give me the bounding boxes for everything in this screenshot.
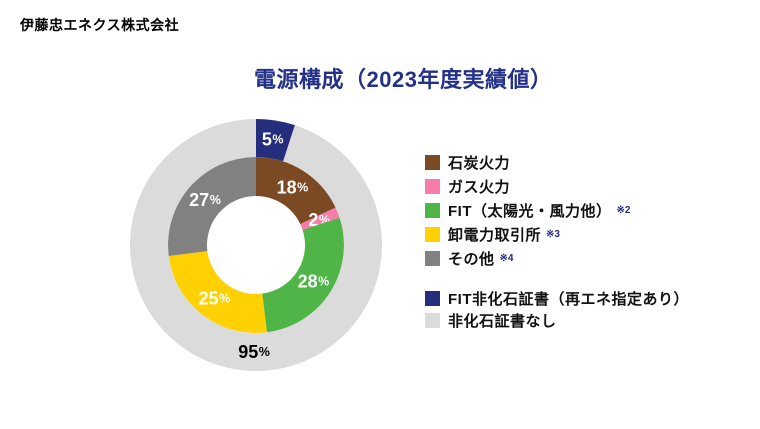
- legend-swatch-fit: [425, 202, 440, 218]
- legend-label-wholesale: 卸電力取引所: [448, 226, 542, 244]
- donut-slice-inner-4: [167, 157, 256, 257]
- legend-swatch-wholesale: [425, 226, 440, 242]
- donut-slice-inner-1: [300, 207, 340, 230]
- donut-slice-outer-0: [256, 119, 295, 162]
- company-name: 伊藤忠エネクス株式会社: [20, 17, 180, 33]
- donut-slice-outer-1: [129, 119, 382, 371]
- legend-label-coal: 石炭火力: [448, 154, 511, 172]
- donut-slice-percent-label: 28%: [298, 271, 330, 291]
- donut-slice-inner-3: [168, 251, 268, 334]
- legend-group-sources: 石炭火力 ガス火力 FIT（太陽光・風力他） ※2 卸電力取引所 ※3 その他: [425, 154, 689, 268]
- legend-note-wholesale: ※3: [546, 228, 560, 240]
- legend-label-gas: ガス火力: [448, 178, 511, 196]
- legend-label-no-certificate: 非化石証書なし: [448, 312, 557, 330]
- donut-slice-percent-label: 2%: [308, 210, 330, 230]
- legend-swatch-gas: [425, 178, 440, 194]
- legend-swatch-no-certificate: [425, 312, 440, 328]
- legend-item-no-certificate: 非化石証書なし: [425, 312, 689, 330]
- legend-item-coal: 石炭火力: [425, 154, 689, 172]
- legend-swatch-other: [425, 250, 440, 266]
- legend-item-wholesale: 卸電力取引所 ※3: [425, 226, 689, 244]
- chart-title: 電源構成（2023年度実績値）: [254, 67, 553, 92]
- legend-item-fit: FIT（太陽光・風力他） ※2: [425, 202, 689, 220]
- legend-label-fit-certificate: FIT非化石証書（再エネ指定あり）: [448, 290, 689, 308]
- donut-slice-percent-label: 95%: [238, 342, 270, 362]
- donut-slice-inner-0: [256, 157, 336, 225]
- legend-group-certificates: FIT非化石証書（再エネ指定あり） 非化石証書なし: [425, 290, 689, 330]
- legend-note-fit: ※2: [616, 204, 631, 216]
- legend-item-fit-certificate: FIT非化石証書（再エネ指定あり）: [425, 290, 689, 308]
- donut-slice-percent-label: 27%: [189, 190, 221, 210]
- donut-slice-percent-label: 18%: [277, 178, 309, 198]
- legend-note-other: ※4: [499, 252, 514, 264]
- legend-item-gas: ガス火力: [425, 178, 689, 196]
- legend-item-other: その他 ※4: [425, 250, 689, 268]
- legend: 石炭火力 ガス火力 FIT（太陽光・風力他） ※2 卸電力取引所 ※3 その他: [425, 154, 689, 334]
- donut-slice-inner-2: [262, 217, 344, 333]
- legend-swatch-fit-certificate: [425, 290, 440, 306]
- legend-label-other: その他: [448, 250, 495, 268]
- legend-label-fit: FIT（太陽光・風力他）: [448, 202, 612, 220]
- donut-slice-percent-label: 25%: [198, 289, 230, 309]
- legend-swatch-coal: [425, 154, 440, 170]
- donut-slice-percent-label: 5%: [262, 129, 284, 149]
